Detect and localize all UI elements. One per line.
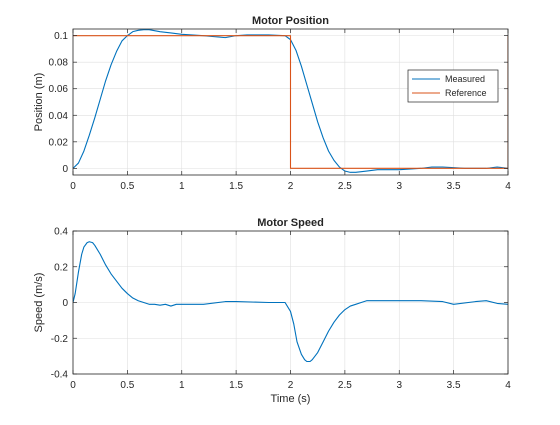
x-tick-label: 0.5 (120, 181, 134, 192)
y-tick-label: 0.08 (49, 58, 69, 69)
y-tick-label: 0.02 (49, 137, 69, 148)
x-tick-label: 2.5 (338, 380, 352, 391)
x-tick-label: 1 (179, 380, 185, 391)
x-tick-label: 4 (505, 380, 511, 391)
y-axis-label: Position (m) (33, 73, 45, 132)
series-line-measured (73, 29, 508, 173)
x-tick-label: 0 (70, 380, 76, 391)
legend-box (407, 69, 499, 103)
x-tick-label: 4 (505, 181, 511, 192)
x-tick-label: 1.5 (229, 181, 243, 192)
series-line-speed (73, 241, 508, 363)
x-tick-label: 3 (396, 181, 402, 192)
x-tick-label: 2.5 (338, 181, 352, 192)
x-tick-label: 0.5 (120, 380, 134, 391)
y-tick-label: 0 (62, 298, 68, 309)
x-tick-label: 3 (396, 380, 402, 391)
y-tick-label: 0 (62, 164, 68, 175)
legend-label-measured: Measured (445, 74, 485, 84)
x-tick-label: 2 (288, 380, 294, 391)
y-tick-label: -0.2 (51, 334, 69, 345)
x-tick-label: 1 (179, 181, 185, 192)
series-line-reference (73, 35, 508, 169)
y-tick-label: 0.4 (54, 227, 68, 238)
x-axis-label: Time (s) (271, 393, 311, 405)
y-tick-label: 0.04 (49, 111, 69, 122)
x-tick-label: 3.5 (447, 380, 461, 391)
y-tick-label: 0.1 (54, 31, 68, 42)
y-tick-label: 0.06 (49, 84, 69, 95)
x-tick-label: 0 (70, 181, 76, 192)
x-tick-label: 1.5 (229, 380, 243, 391)
x-tick-label: 3.5 (447, 181, 461, 192)
x-tick-label: 2 (288, 181, 294, 192)
y-tick-label: 0.2 (54, 262, 68, 273)
chart-title: Motor Position (252, 15, 329, 27)
y-tick-label: -0.4 (51, 370, 69, 381)
speed-axes: 0 0.5 1 1.5 2 2.5 3 3.5 4 -0.4 -0.2 0 0.2 0.4 Motor Sp… (33, 217, 511, 405)
chart-title: Motor Speed (257, 217, 324, 229)
legend-label-reference: Reference (445, 88, 487, 98)
legend: Measured Reference (407, 69, 499, 103)
position-axes: 0 0.5 1 1.5 2 2.5 3 3.5 4 0 0.02 0.04 0.06 0.08 0.1 Mot… (33, 15, 511, 192)
y-axis-label: Speed (m/s) (33, 273, 45, 333)
